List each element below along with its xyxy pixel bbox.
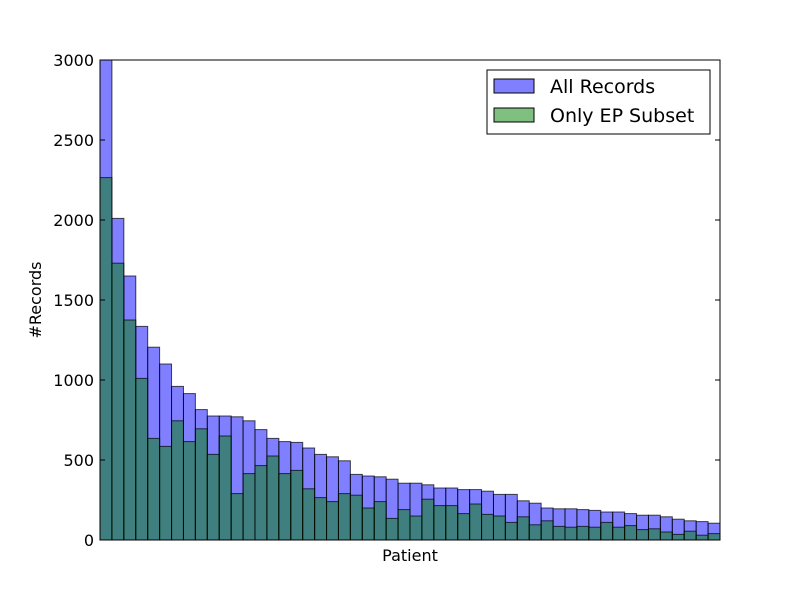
y-tick-label-2000: 2000 <box>53 211 94 230</box>
bar-series-1-patient-27 <box>409 515 423 541</box>
bar-series-1-patient-29 <box>433 505 447 541</box>
y-axis: 0 500 1000 1500 2000 2500 3000 <box>53 51 720 550</box>
bar-series-1-patient-49 <box>671 533 685 541</box>
bar-series-1-patient-46 <box>636 529 649 541</box>
bar-series-1-patient-36 <box>516 516 530 541</box>
bar-series-1-patient-30 <box>445 505 459 541</box>
y-tick-label-0: 0 <box>84 531 94 550</box>
bar-series-1-patient-25 <box>385 517 399 541</box>
bar-series-1-patient-47 <box>647 528 661 541</box>
bar-series-1-patient-17 <box>290 469 304 541</box>
bar-series-1-patient-31 <box>457 513 471 541</box>
bar-series-1-patient-52 <box>707 533 721 541</box>
bar-series-1-patient-45 <box>624 525 638 541</box>
bar-series-1-patient-19 <box>314 497 328 541</box>
legend-swatch-all-records <box>493 78 535 94</box>
bar-series-1-patient-40 <box>564 526 578 541</box>
bar-series-1-patient-11 <box>218 435 232 541</box>
x-axis-label: Patient <box>382 546 438 565</box>
y-tick-label-1000: 1000 <box>53 371 94 390</box>
bar-series-1-patient-38 <box>540 520 554 541</box>
bars-only-ep-subset <box>99 177 721 541</box>
bar-series-1-patient-22 <box>349 494 363 541</box>
bar-series-1-patient-43 <box>600 521 614 541</box>
bar-series-1-patient-14 <box>254 465 268 541</box>
y-axis-label: #Records <box>26 261 45 338</box>
bar-series-1-patient-2 <box>111 262 125 541</box>
bar-series-1-patient-15 <box>266 455 280 541</box>
y-tick-label-3000: 3000 <box>53 51 94 70</box>
y-tick-label-500: 500 <box>63 451 94 470</box>
y-tick-label-1500: 1500 <box>53 291 94 310</box>
bar-series-1-patient-44 <box>612 526 626 541</box>
bar-series-1-patient-13 <box>242 473 256 541</box>
bar-series-1-patient-48 <box>659 531 673 541</box>
bar-series-1-patient-23 <box>361 507 375 541</box>
bar-series-1-patient-28 <box>421 498 435 541</box>
bar-series-1-patient-37 <box>528 524 542 541</box>
y-tick-label-2500: 2500 <box>53 131 94 150</box>
bar-series-1-patient-50 <box>683 530 697 541</box>
bar-series-1-patient-51 <box>695 534 709 541</box>
bar-series-1-patient-33 <box>481 513 494 541</box>
legend-label-all-records: All Records <box>550 76 655 98</box>
bar-series-1-patient-10 <box>206 453 220 541</box>
bar-series-1-patient-1 <box>99 177 113 541</box>
bar-series-1-patient-32 <box>469 503 483 541</box>
bar-series-1-patient-42 <box>588 526 602 541</box>
bar-series-1-patient-16 <box>278 473 292 541</box>
bar-series-1-patient-4 <box>135 377 149 541</box>
bar-series-1-patient-41 <box>576 525 590 541</box>
bar-series-1-patient-34 <box>492 515 506 541</box>
bar-series-1-patient-21 <box>337 493 351 541</box>
bar-series-1-patient-9 <box>194 428 208 541</box>
bar-series-1-patient-35 <box>504 521 518 541</box>
bar-series-1-patient-12 <box>230 493 244 541</box>
legend-swatch-only-ep-subset <box>493 107 535 123</box>
legend-label-only-ep-subset: Only EP Subset <box>550 105 694 127</box>
bar-series-1-patient-6 <box>159 445 173 541</box>
bar-series-1-patient-5 <box>147 437 161 541</box>
bar-series-1-patient-24 <box>373 501 387 541</box>
bar-series-1-patient-3 <box>123 319 137 541</box>
bar-series-1-patient-39 <box>552 525 566 541</box>
bar-series-1-patient-26 <box>397 509 411 541</box>
bar-series-1-patient-20 <box>326 501 339 541</box>
legend: All Records Only EP Subset <box>486 69 711 135</box>
bar-series-1-patient-8 <box>182 441 196 541</box>
bar-series-1-patient-7 <box>171 420 184 541</box>
bar-series-1-patient-18 <box>302 488 316 541</box>
